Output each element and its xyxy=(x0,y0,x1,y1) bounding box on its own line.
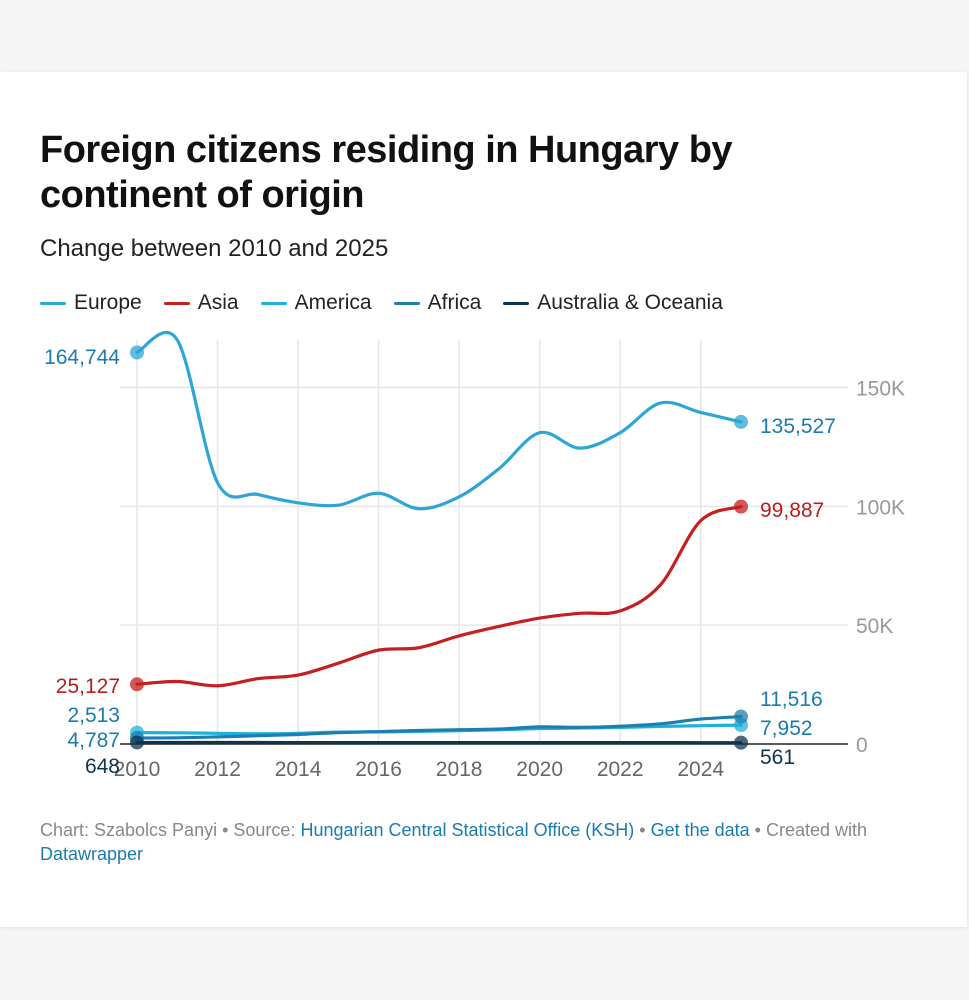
series-line xyxy=(135,331,743,511)
legend-swatch xyxy=(40,301,66,305)
series-start-point xyxy=(130,735,144,750)
legend-swatch xyxy=(260,301,287,305)
legend-item: Africa xyxy=(393,291,482,315)
legend-label: Africa xyxy=(427,291,482,314)
start-value-label: 648 xyxy=(85,755,120,778)
end-value-label: 135,527 xyxy=(760,415,836,438)
legend-swatch xyxy=(163,301,190,305)
series-end-point xyxy=(734,414,748,429)
x-tick-label: 2022 xyxy=(597,758,644,781)
series-line xyxy=(135,505,743,688)
x-tick-label: 2024 xyxy=(677,758,724,781)
y-tick-label: 50K xyxy=(856,615,893,638)
x-tick-label: 2010 xyxy=(114,758,161,781)
chart-card: Foreign citizens residing in Hungary by … xyxy=(0,72,967,927)
series-end-point xyxy=(734,709,748,724)
y-tick-label: 150K xyxy=(856,378,905,401)
x-tick-label: 2016 xyxy=(355,758,402,781)
legend-item: Asia xyxy=(163,291,239,315)
legend-swatch xyxy=(393,301,420,305)
end-value-label: 7,952 xyxy=(760,717,813,740)
chart-subtitle: Change between 2010 and 2025 xyxy=(40,235,389,262)
footer-credit: Chart: Szabolcs Panyi xyxy=(40,820,218,840)
legend-label: Europe xyxy=(74,291,142,314)
x-tick-label: 2018 xyxy=(436,758,483,781)
series-start-point xyxy=(130,345,144,360)
x-tick-label: 2014 xyxy=(275,758,322,781)
chart-legend: Europe Asia America Africa Australia & Ocean… xyxy=(40,291,723,315)
end-value-label: 99,887 xyxy=(760,499,824,522)
chart-title: Foreign citizens residing in Hungary by … xyxy=(40,129,733,216)
y-tick-label: 100K xyxy=(856,496,905,519)
start-value-label: 4,787 xyxy=(67,729,120,752)
series-line xyxy=(135,715,743,740)
legend-label: Asia xyxy=(197,291,239,314)
legend-item: Europe xyxy=(40,291,142,315)
footer-separator: • xyxy=(634,820,651,840)
get-the-data-link[interactable]: Get the data xyxy=(650,820,750,840)
series-end-point xyxy=(734,499,748,514)
legend-swatch xyxy=(503,301,530,305)
legend-label: America xyxy=(294,291,372,314)
footer-separator: • xyxy=(217,820,234,840)
chart-footer: Chart: Szabolcs Panyi • Source: Hungaria… xyxy=(40,818,920,866)
x-tick-label: 2020 xyxy=(516,758,563,781)
start-value-label: 164,744 xyxy=(44,346,120,369)
series-start-point xyxy=(130,677,144,692)
footer-source-label: Source: xyxy=(233,820,301,840)
start-value-label: 2,513 xyxy=(67,704,120,727)
series-end-point xyxy=(734,735,748,750)
end-value-label: 11,516 xyxy=(760,688,823,711)
legend-item: Australia & Oceania xyxy=(503,291,723,315)
legend-label: Australia & Oceania xyxy=(537,291,723,314)
start-value-label: 25,127 xyxy=(56,675,120,698)
y-tick-label: 0 xyxy=(856,734,868,757)
source-link[interactable]: Hungarian Central Statistical Office (KS… xyxy=(300,820,635,840)
end-value-label: 561 xyxy=(760,746,795,769)
legend-item: America xyxy=(260,291,372,315)
footer-created-with: • Created with xyxy=(749,820,868,840)
datawrapper-link[interactable]: Datawrapper xyxy=(40,844,144,864)
line-chart: 0 50K 100K 150K 2010 2012 2014 2016 2018 2020 2022… xyxy=(44,331,905,781)
x-tick-label: 2012 xyxy=(194,758,241,781)
